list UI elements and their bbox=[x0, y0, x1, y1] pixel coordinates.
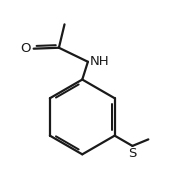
Text: O: O bbox=[20, 42, 30, 55]
Text: NH: NH bbox=[90, 55, 110, 68]
Text: S: S bbox=[129, 147, 137, 160]
